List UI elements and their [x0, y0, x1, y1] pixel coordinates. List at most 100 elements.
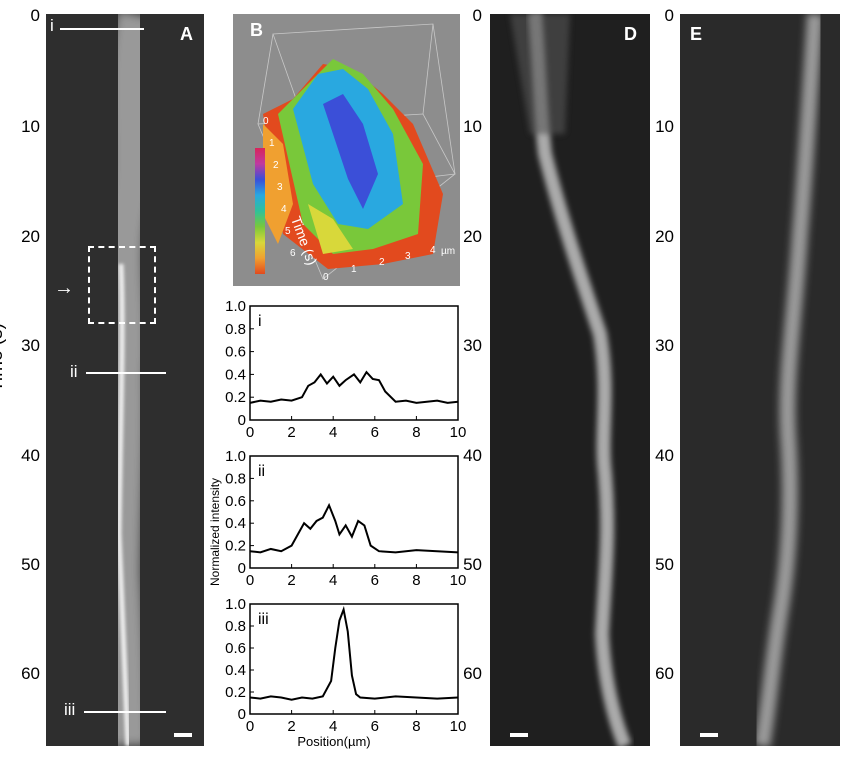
- x-tick-label: 0: [246, 572, 254, 589]
- scale-bar-d: [510, 733, 528, 737]
- b-tick-p1: 1: [351, 264, 357, 275]
- x-tick-label: 2: [287, 424, 295, 441]
- b-tick-t5: 5: [285, 226, 291, 237]
- y-tick-label: 0.2: [225, 538, 246, 555]
- roi-box: [88, 246, 156, 324]
- x-tick-label: 8: [412, 572, 420, 589]
- e-tick-40: 40: [655, 446, 674, 465]
- x-tick-label: 0: [246, 718, 254, 735]
- y-tick-label: 0.6: [225, 493, 246, 510]
- x-tick-label: 4: [329, 572, 337, 589]
- colorbar: [255, 148, 265, 274]
- y-tick-label: 0.8: [225, 618, 246, 635]
- b-tick-p3: 3: [405, 251, 411, 262]
- y-tick-label: 0: [238, 706, 246, 723]
- kymograph-a: [46, 14, 204, 746]
- x-tick-label: 2: [287, 572, 295, 589]
- chart-ii: 0 0.2 0.4 0.6 0.8 1.0 0 2 4 6 8 10 ii Normalized inte…: [208, 446, 470, 594]
- y-tick-label: 0: [238, 412, 246, 429]
- y-tick-label: 0.2: [225, 684, 246, 701]
- mark-ii: ii: [70, 362, 78, 381]
- plot-frame: [249, 603, 459, 715]
- tick-20: 20: [21, 227, 40, 246]
- b-tick-t6: 6: [290, 248, 296, 259]
- b-tick-p2: 2: [379, 257, 385, 268]
- tick-60: 60: [21, 664, 40, 683]
- y-tick-label: 1.0: [225, 448, 246, 465]
- d-tick-20: 20: [463, 227, 482, 246]
- d-tick-0: 0: [472, 6, 482, 25]
- y-tick-label: 1.0: [225, 298, 246, 315]
- x-tick-label: 2: [287, 718, 295, 735]
- e-tick-30: 30: [655, 336, 674, 355]
- line-i: [60, 28, 144, 30]
- b-tick-t3: 3: [277, 182, 283, 193]
- panel-label-b: B: [250, 20, 263, 40]
- d-tick-10: 10: [463, 117, 482, 136]
- scale-bar-e: [700, 733, 718, 737]
- e-tick-50: 50: [655, 555, 674, 574]
- y-tick-label: 1.0: [225, 596, 246, 613]
- x-axis-label: Position(µm): [297, 734, 370, 749]
- series-name-ii: ii: [258, 463, 265, 480]
- x-tick-label: 6: [371, 572, 379, 589]
- tick-40: 40: [21, 446, 40, 465]
- y-tick-label: 0.4: [225, 366, 246, 383]
- y-tick-label: 0.4: [225, 662, 246, 679]
- kymograph-e-trace: [754, 14, 823, 746]
- plot-frame: [249, 455, 459, 569]
- series-line-i: [249, 370, 459, 404]
- panel-label-a: A: [180, 24, 193, 44]
- x-tick-label: 6: [371, 718, 379, 735]
- d-tick-30: 30: [463, 336, 482, 355]
- arrow-icon: →: [54, 277, 74, 299]
- x-tick-label: 6: [371, 424, 379, 441]
- panel-b-3d-surface: Time (s) 0 1 2 3 4 5 6 0 1 2 3 4 µm: [233, 14, 460, 286]
- series-line-iii: [249, 605, 459, 701]
- kymograph-a-trace: [98, 14, 159, 746]
- y-axis-title: Time (s): [0, 323, 7, 392]
- d-tick-50: 50: [463, 555, 482, 574]
- panel-label-e: E: [690, 24, 703, 44]
- x-tick-label: 4: [329, 424, 337, 441]
- x-tick-label: 10: [450, 572, 467, 589]
- x-tick-label: 0: [246, 424, 254, 441]
- kymograph-d-trace: [510, 14, 632, 746]
- y-tick-label: 0.2: [225, 389, 246, 406]
- mark-i: i: [50, 16, 54, 35]
- tick-50: 50: [21, 555, 40, 574]
- y-tick-label: 0.8: [225, 321, 246, 338]
- line-ii: [86, 372, 166, 374]
- x-tick-label: 10: [450, 718, 467, 735]
- e-tick-60: 60: [655, 664, 674, 683]
- b-tick-t0: 0: [263, 116, 269, 127]
- scale-bar-a: [174, 733, 192, 737]
- panel-label-d: D: [624, 24, 637, 44]
- x-tick-label: 8: [412, 718, 420, 735]
- tick-0: 0: [30, 6, 40, 25]
- x-tick-label: 10: [450, 424, 467, 441]
- mark-iii: iii: [64, 700, 76, 719]
- plot-frame: [249, 305, 459, 421]
- e-tick-20: 20: [655, 227, 674, 246]
- e-tick-10: 10: [655, 117, 674, 136]
- x-tick-label: 8: [412, 424, 420, 441]
- surface-plot: [257, 23, 456, 280]
- tick-10: 10: [21, 117, 40, 136]
- series-name-i: i: [258, 313, 262, 330]
- y-tick-label: 0.6: [225, 640, 246, 657]
- y-tick-label: 0.6: [225, 344, 246, 361]
- y-axis-label: Normalized intensity: [210, 478, 222, 586]
- b-tick-t2: 2: [273, 160, 279, 171]
- b-tick-p4: 4: [430, 245, 436, 256]
- b-tick-p0: 0: [323, 272, 329, 283]
- chart-i: 0 0.2 0.4 0.6 0.8 1.0 0 2 4 6 8 10 i: [210, 296, 470, 446]
- tick-30: 30: [21, 336, 40, 355]
- line-iii: [84, 711, 166, 713]
- y-tick-label: 0.8: [225, 470, 246, 487]
- series-line-ii: [249, 502, 459, 554]
- y-tick-label: 0.4: [225, 515, 246, 532]
- b-unit: µm: [441, 246, 456, 257]
- series-name-iii: iii: [258, 611, 269, 628]
- d-tick-60: 60: [463, 664, 482, 683]
